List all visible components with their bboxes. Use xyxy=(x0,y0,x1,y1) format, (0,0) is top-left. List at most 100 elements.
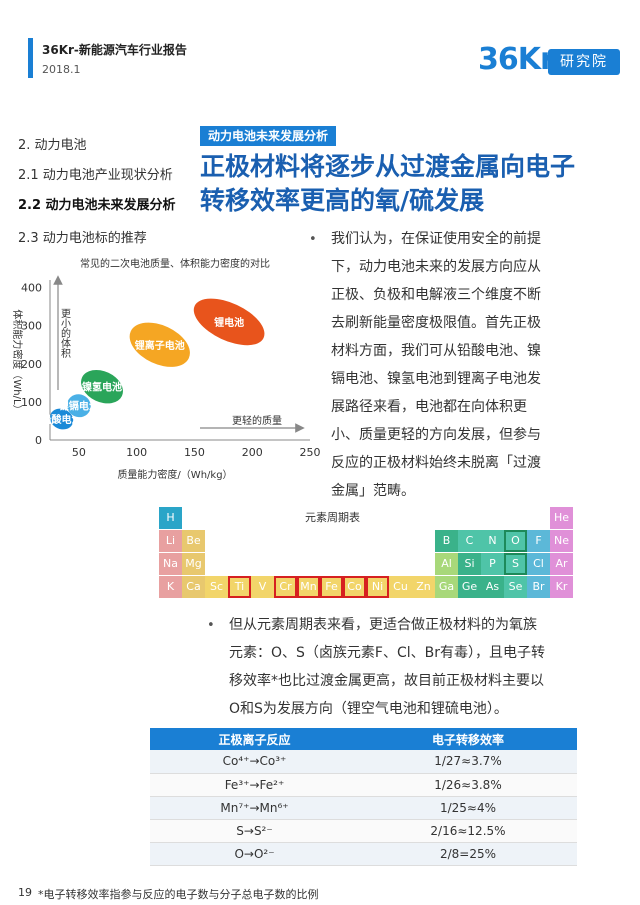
bubble-0 xyxy=(49,408,74,430)
element-cell-h: H xyxy=(159,507,182,529)
nav-item-status[interactable]: 2.1 动力电池产业现状分析 xyxy=(18,168,173,183)
element-cell-si: Si xyxy=(458,553,481,575)
bubble-1 xyxy=(67,394,91,418)
paragraph-1-line: 镉电池、镍氢电池到锂离子电池发 xyxy=(331,371,541,387)
footnote: *电子转移效率指参与反应的电子数与分子总电子数的比例 xyxy=(38,888,319,901)
x-tick-label: 100 xyxy=(126,446,147,459)
report-date: 2018.1 xyxy=(42,63,81,76)
paragraph-1-line: 正极、负极和电解液三个维度不断 xyxy=(331,287,541,303)
table-row: Mn⁷⁺→Mn⁶⁺ 1/25≈4% xyxy=(150,796,577,820)
element-cell-ga: Ga xyxy=(435,576,458,598)
nav-item-power-battery[interactable]: 2. 动力电池 xyxy=(18,138,87,153)
element-cell-co: Co xyxy=(343,576,366,598)
element-cell-b: B xyxy=(435,530,458,552)
y-tick-label: 100 xyxy=(21,396,42,409)
section-tag: 动力电池未来发展分析 xyxy=(200,126,337,146)
bullet-1: • xyxy=(309,232,317,247)
paragraph-1-line: 金属」范畴。 xyxy=(331,483,415,499)
x-tick-label: 200 xyxy=(242,446,263,459)
efficiency-cell: 1/27≈3.7% xyxy=(358,750,577,774)
paragraph-2-line: 元素：O、S（卤族元素F、Cl、Br有毒），且电子转 xyxy=(229,645,545,661)
paragraph-1-line: 材料方面，我们可从铅酸电池、镍 xyxy=(331,343,541,359)
element-cell-f: F xyxy=(527,530,550,552)
brand-logo: 36Kr 研究院 xyxy=(478,38,626,84)
element-cell-se: Se xyxy=(504,576,527,598)
element-cell-kr: Kr xyxy=(550,576,573,598)
element-cell-ge: Ge xyxy=(458,576,481,598)
report-title: 36Kr-新能源汽车行业报告 xyxy=(42,43,187,57)
chart-y-axis-label: 体积能力密度（Wh/L） xyxy=(11,309,24,414)
element-cell-k: K xyxy=(159,576,182,598)
periodic-table: H He Li Be B C N O F Ne Na Mg Al Si P S Cl Ar K Ca Sc Ti V Cr Mn… xyxy=(159,507,573,599)
y-tick-label: 400 xyxy=(21,282,42,295)
chart-title: 常见的二次电池质量、体积能力密度的对比 xyxy=(80,257,270,270)
page-heading: 正极材料将逐步从过渡金属向电子转移效率更高的氧/硫发展 xyxy=(200,152,576,215)
bubble-label: 镍氢电池 xyxy=(82,381,122,394)
paragraph-1-line: 展路径来看，电池都在向体积更 xyxy=(331,399,527,415)
element-cell-p: P xyxy=(481,553,504,575)
arrow-x-label: 更轻的质量 xyxy=(232,414,282,427)
table-row: Co⁴⁺→Co³⁺ 1/27≈3.7% xyxy=(150,750,577,774)
table-header-reaction: 正极离子反应 xyxy=(150,728,359,750)
battery-density-chart: 常见的二次电池质量、体积能力密度的对比 体积能力密度（Wh/L） 质量能力密度/… xyxy=(11,257,320,481)
element-cell-li: Li xyxy=(159,530,182,552)
page-number: 19 xyxy=(18,886,32,899)
x-tick-label: 50 xyxy=(72,446,86,459)
efficiency-cell: 1/25≈4% xyxy=(358,796,577,820)
element-cell-cu: Cu xyxy=(389,576,412,598)
element-cell-mn: Mn xyxy=(297,576,320,598)
paragraph-2: 但从元素周期表来看，更适合做正极材料的为氧族 元素：O、S（卤族元素F、Cl、Br… xyxy=(229,611,589,723)
element-cell-c: C xyxy=(458,530,481,552)
element-cell-mg: Mg xyxy=(182,553,205,575)
bubble-label: 锂电池 xyxy=(214,316,244,329)
element-cell-ti: Ti xyxy=(228,576,251,598)
paragraph-1-line: 我们认为，在保证使用安全的前提 xyxy=(331,231,541,247)
logo-text: 研究院 xyxy=(548,49,620,75)
element-cell-he: He xyxy=(550,507,573,529)
paragraph-1-line: 小、质量更轻的方向发展，但参与 xyxy=(331,427,541,443)
element-cell-cl: Cl xyxy=(527,553,550,575)
bubble-3 xyxy=(129,322,190,367)
element-cell-na: Na xyxy=(159,553,182,575)
element-cell-v: V xyxy=(251,576,274,598)
element-cell-zn: Zn xyxy=(412,576,435,598)
bubble-label: 镍镉电池 xyxy=(59,400,99,413)
efficiency-cell: 1/26≈3.8% xyxy=(358,773,577,797)
table-row: O→O²⁻ 2/8=25% xyxy=(150,842,577,866)
bubble-label: 铅酸电池 xyxy=(42,413,82,426)
element-cell-al: Al xyxy=(435,553,458,575)
bubble-2 xyxy=(81,369,123,404)
paragraph-1-line: 去刷新能量密度极限值。首先正极 xyxy=(331,315,541,331)
reaction-cell: S→S²⁻ xyxy=(150,819,359,843)
element-cell-fe: Fe xyxy=(320,576,343,598)
element-cell-ne: Ne xyxy=(550,530,573,552)
periodic-table-title: 元素周期表 xyxy=(305,511,360,524)
element-cell-s: S xyxy=(504,553,527,575)
element-cell-ni: Ni xyxy=(366,576,389,598)
bubble-4 xyxy=(193,298,265,346)
table-row: Fe³⁺→Fe²⁺ 1/26≈3.8% xyxy=(150,773,577,797)
nav-item-future[interactable]: 2.2 动力电池未来发展分析 xyxy=(18,198,176,213)
efficiency-cell: 2/16≈12.5% xyxy=(358,819,577,843)
paragraph-2-line: 但从元素周期表来看，更适合做正极材料的为氧族 xyxy=(229,617,537,633)
table-header-efficiency: 电子转移效率 xyxy=(358,728,577,750)
element-cell-ar: Ar xyxy=(550,553,573,575)
element-cell-sc: Sc xyxy=(205,576,228,598)
element-cell-cr: Cr xyxy=(274,576,297,598)
table-row: S→S²⁻ 2/16≈12.5% xyxy=(150,819,577,843)
reaction-cell: O→O²⁻ xyxy=(150,842,359,866)
reaction-cell: Mn⁷⁺→Mn⁶⁺ xyxy=(150,796,359,820)
efficiency-cell: 2/8=25% xyxy=(358,842,577,866)
nav-item-recommend[interactable]: 2.3 动力电池标的推荐 xyxy=(18,231,147,246)
arrow-y-label: 更小的体积 xyxy=(59,308,71,359)
paragraph-2-line: O和S为发展方向（锂空气电池和锂硫电池）。 xyxy=(229,701,508,717)
paragraph-1-line: 下，动力电池未来的发展方向应从 xyxy=(331,259,541,275)
logo-mark: 36Kr xyxy=(478,42,555,77)
element-cell-n: N xyxy=(481,530,504,552)
paragraph-1: 我们认为，在保证使用安全的前提 下，动力电池未来的发展方向应从 正极、负极和电解液三… xyxy=(331,225,631,505)
header-accent-bar xyxy=(28,38,33,78)
paragraph-1-line: 反应的正极材料始终未脱离「过渡 xyxy=(331,455,541,471)
element-cell-o: O xyxy=(504,530,527,552)
bullet-2: • xyxy=(207,618,215,633)
y-tick-label: 0 xyxy=(35,434,42,447)
